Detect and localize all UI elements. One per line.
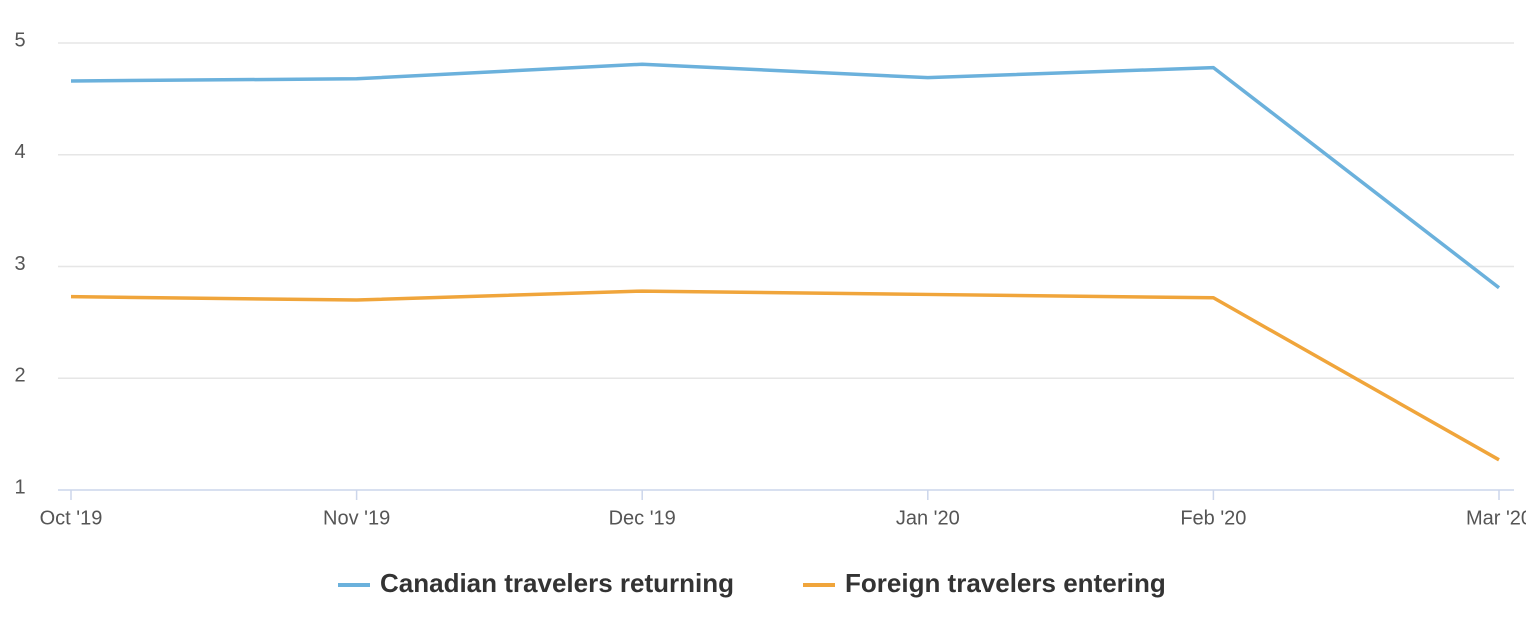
series-line	[70, 289, 1500, 462]
y-tick-label: 4	[14, 141, 25, 163]
x-tick-label: Feb '20	[1180, 507, 1246, 529]
x-tick-label: Oct '19	[40, 507, 103, 529]
x-tick-label: Mar '20	[1466, 507, 1526, 529]
x-tick-label: Jan '20	[896, 507, 960, 529]
y-tick-label: 3	[14, 253, 25, 275]
x-tick-label: Dec '19	[609, 507, 676, 529]
x-tick-label: Nov '19	[323, 507, 390, 529]
legend-text: Canadian travelers returning	[380, 568, 734, 598]
y-tick-label: 5	[14, 29, 25, 51]
series-line	[70, 62, 1501, 290]
y-tick-label: 2	[14, 365, 25, 387]
y-tick-label: 1	[14, 476, 25, 498]
legend-text: Foreign travelers entering	[845, 568, 1166, 598]
